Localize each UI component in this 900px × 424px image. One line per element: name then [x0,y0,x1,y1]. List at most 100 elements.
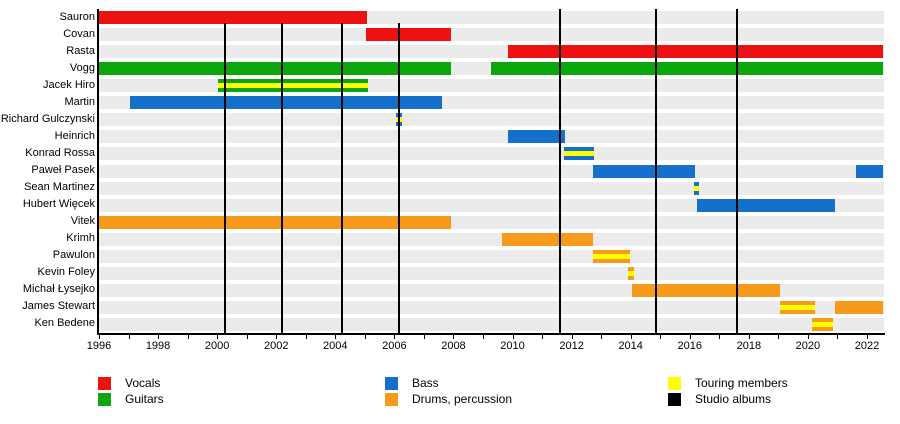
x-axis-tick [187,335,189,339]
timeline-bar-drums-touring [627,266,634,280]
member-row-band [99,266,884,280]
member-row-band [99,28,884,42]
y-axis-line [97,9,99,335]
legend-label: Studio albums [695,392,772,406]
studio-album-line [398,23,401,335]
timeline-bar-bass-touring [563,147,595,161]
timeline-bar-guitars [490,62,884,76]
timeline-bar-bass [697,198,836,212]
member-row-band [99,113,884,127]
x-axis-year-label: 2018 [736,340,762,352]
x-axis-tick [483,335,484,339]
x-axis-tick [630,335,632,339]
x-axis-year-label: 2014 [618,340,643,352]
timeline-bar-bass [508,130,566,144]
x-axis-tick [571,335,573,339]
member-label: Martin [64,95,95,108]
x-axis-year-label: 2022 [854,340,880,352]
legend-swatch-icon [98,393,111,406]
timeline-bar-drums-touring [593,249,630,263]
x-axis-tick [512,335,514,339]
x-axis-tick [778,335,780,339]
member-label: Sean Martinez [24,181,95,194]
legend-swatch-icon [98,377,111,390]
timeline-bar-vocals [508,45,884,59]
x-axis-tick [837,335,839,339]
x-axis-tick [394,335,396,339]
x-axis-line [97,333,885,335]
x-axis-tick [867,335,868,339]
x-axis-year-label: 2016 [677,340,702,352]
x-axis-tick [660,335,662,339]
member-label: Konrad Rossa [25,146,95,159]
x-axis-year-label: 2002 [263,340,289,352]
member-row-band [99,79,884,93]
x-axis-year-label: 1998 [145,340,171,352]
legend-label: Touring members [695,376,788,390]
x-axis-tick [276,335,278,339]
timeline-bar-bass [593,164,695,178]
timeline-bar-drums [632,283,780,297]
x-axis-tick [99,335,100,339]
timeline-bar-bass [855,164,884,178]
legend-swatch-icon [385,377,398,390]
timeline-bar-drums [834,300,884,314]
timeline-bar-vocals [99,11,367,25]
studio-album-line [559,9,562,335]
x-axis-year-label: 2010 [500,340,525,352]
x-axis-tick [305,335,307,339]
x-axis-tick [719,335,721,339]
member-label: James Stewart [22,300,95,313]
timeline-bar-guitars-touring [218,79,369,93]
timeline-bar-vocals [366,28,452,42]
member-row-band [99,249,884,263]
member-row-band [99,147,884,161]
member-row-band [99,164,884,178]
legend-swatch-icon [668,377,681,390]
member-label: Rasta [66,44,95,57]
x-axis-tick [158,335,160,339]
member-label: Pawulon [52,249,95,262]
member-label: Heinrich [54,129,95,142]
studio-album-line [341,23,344,335]
x-axis-year-label: 2012 [559,340,584,352]
x-axis-tick [217,335,219,339]
legend-swatch-icon [668,393,681,406]
member-label: Sauron [59,10,95,23]
member-label: Paweł Pasek [31,164,95,176]
x-axis-tick [807,335,809,339]
timeline-bar-drums-touring [812,317,834,331]
x-axis-year-label: 2004 [323,340,348,352]
member-row-band [99,181,884,195]
x-axis-tick [246,335,248,339]
member-row-band [99,198,884,212]
member-label: Hubert Więcek [22,198,95,211]
timeline-bar-bass [130,96,442,110]
member-label: Vogg [69,61,95,74]
member-row-band [99,300,884,314]
x-axis-tick [601,335,603,339]
x-axis-tick [542,335,544,339]
timeline-bar-drums-touring [779,300,815,314]
x-axis-year-label: 2008 [441,340,466,352]
timeline-bar-drums [99,215,452,229]
member-label: Covan [63,27,95,40]
member-row-band [99,130,884,144]
legend-swatch-icon [385,393,398,406]
x-axis-tick [748,335,750,339]
studio-album-line [736,9,739,335]
x-axis-year-label: 1996 [86,340,112,352]
studio-album-line [281,23,284,335]
timeline-bar-drums [501,232,593,246]
legend-label: Vocals [125,376,161,390]
x-axis-year-label: 2020 [795,340,821,352]
member-label: Krimh [66,232,95,245]
x-axis-tick [423,335,425,339]
legend-label: Guitars [125,392,164,406]
x-axis-tick [335,335,337,339]
x-axis-year-label: 2006 [382,340,407,352]
x-axis-tick [364,335,366,339]
member-label: Kevin Foley [37,266,95,279]
member-row-band [99,232,884,246]
